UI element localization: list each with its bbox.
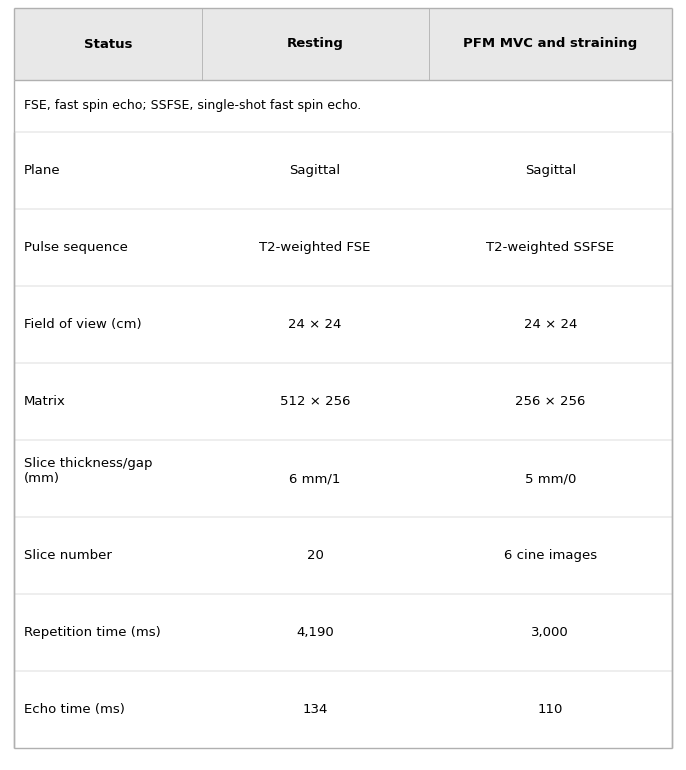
Text: 256 × 256: 256 × 256 [515, 395, 585, 408]
Text: 24 × 24: 24 × 24 [288, 318, 342, 331]
Bar [14, 209, 672, 286]
Text: 6 cine images: 6 cine images [504, 549, 597, 562]
Bar [429, 8, 672, 80]
Bar [14, 363, 672, 440]
Bar [14, 594, 672, 671]
Text: 3,000: 3,000 [532, 626, 569, 639]
Text: Slice thickness/gap
(mm): Slice thickness/gap (mm) [24, 457, 152, 485]
Text: PFM MVC and straining: PFM MVC and straining [463, 38, 637, 51]
Text: 20: 20 [307, 549, 324, 562]
Text: Status: Status [84, 38, 132, 51]
Bar [14, 517, 672, 594]
Bar [14, 440, 672, 517]
Text: T2-weighted SSFSE: T2-weighted SSFSE [486, 241, 615, 254]
Text: Field of view (cm): Field of view (cm) [24, 318, 141, 331]
Bar [14, 8, 202, 80]
Text: Echo time (ms): Echo time (ms) [24, 703, 125, 716]
Text: 24 × 24: 24 × 24 [523, 318, 577, 331]
Text: 134: 134 [303, 703, 328, 716]
Bar [14, 132, 672, 209]
Text: Plane: Plane [24, 164, 60, 177]
Text: Pulse sequence: Pulse sequence [24, 241, 128, 254]
Text: Matrix: Matrix [24, 395, 66, 408]
Text: Slice number: Slice number [24, 549, 112, 562]
Text: Resting: Resting [287, 38, 344, 51]
Bar [14, 286, 672, 363]
Text: Repetition time (ms): Repetition time (ms) [24, 626, 161, 639]
Text: Sagittal: Sagittal [289, 164, 340, 177]
Text: 4,190: 4,190 [296, 626, 334, 639]
Bar [14, 80, 672, 132]
Bar [14, 671, 672, 748]
Text: 512 × 256: 512 × 256 [280, 395, 351, 408]
Text: Sagittal: Sagittal [525, 164, 576, 177]
Text: 6 mm/1: 6 mm/1 [289, 472, 341, 485]
Text: T2-weighted FSE: T2-weighted FSE [259, 241, 370, 254]
Text: 5 mm/0: 5 mm/0 [525, 472, 576, 485]
Bar [202, 8, 429, 80]
Text: FSE, fast spin echo; SSFSE, single-shot fast spin echo.: FSE, fast spin echo; SSFSE, single-shot … [24, 99, 362, 112]
Text: 110: 110 [538, 703, 563, 716]
